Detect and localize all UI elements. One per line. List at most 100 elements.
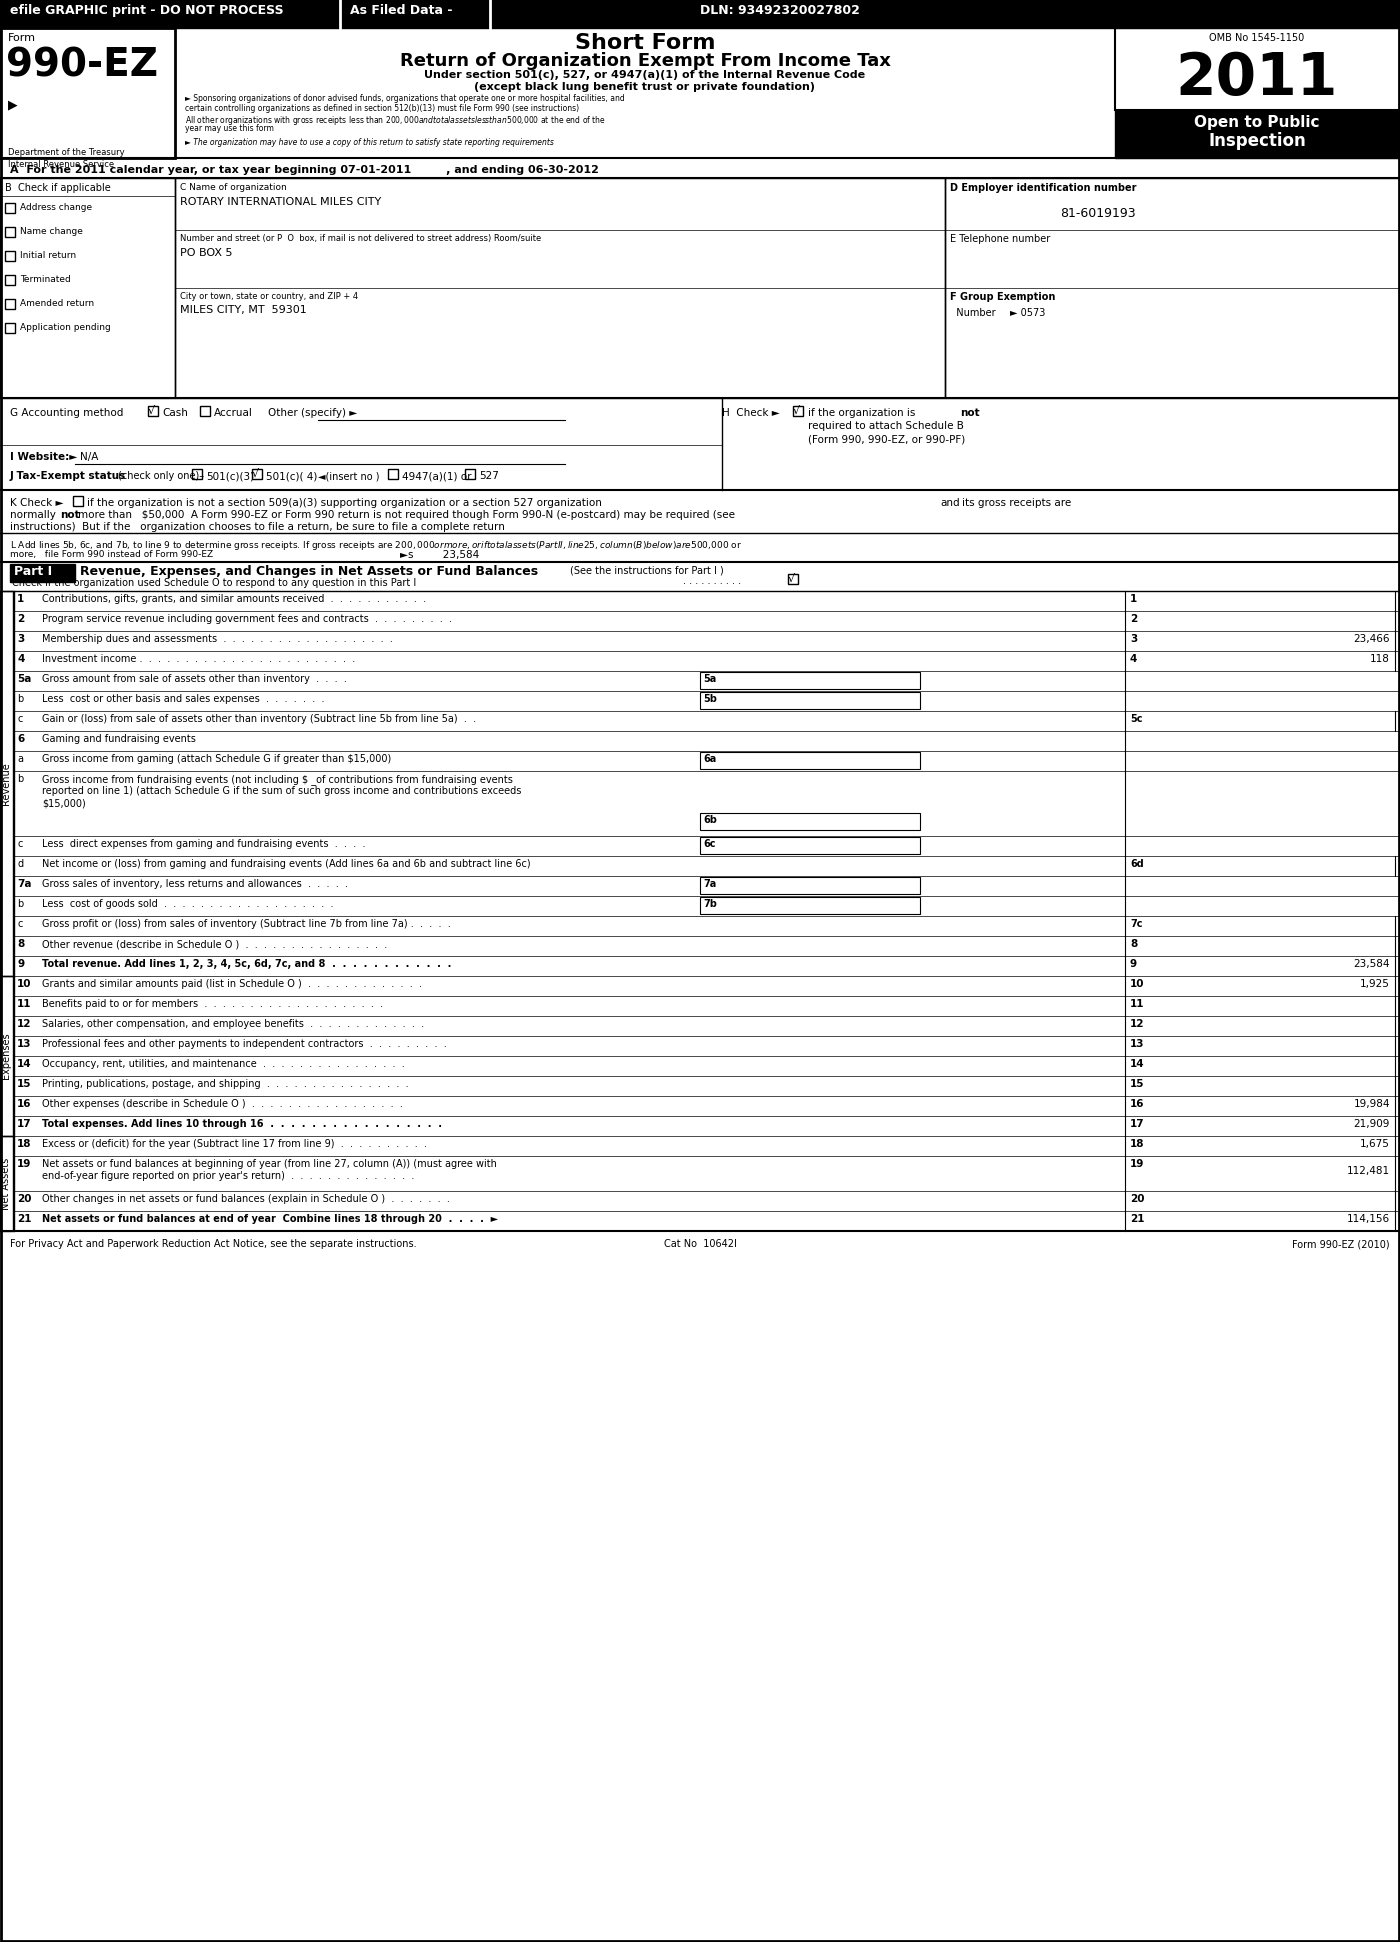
Text: 18: 18 (1130, 1140, 1145, 1150)
Text: Net income or (loss) from gaming and fundraising events (Add lines 6a and 6b and: Net income or (loss) from gaming and fun… (42, 858, 531, 868)
Text: 7c: 7c (1130, 919, 1142, 928)
Text: Other revenue (describe in Schedule O )  .  .  .  .  .  .  .  .  .  .  .  .  .  : Other revenue (describe in Schedule O ) … (42, 940, 388, 950)
Text: more,   file Form 990 instead of Form 990-EZ: more, file Form 990 instead of Form 990-… (10, 550, 213, 559)
Text: E Telephone number: E Telephone number (951, 233, 1050, 245)
Text: Form: Form (8, 33, 36, 43)
Bar (945, 179, 1400, 398)
Text: Open to Public: Open to Public (1194, 115, 1320, 130)
Text: C Name of organization: C Name of organization (181, 183, 287, 192)
Text: I Website:►: I Website:► (10, 452, 77, 462)
Bar (700, 897, 920, 915)
Bar (788, 575, 798, 585)
Text: its gross receipts are: its gross receipts are (962, 497, 1071, 509)
Bar (200, 406, 210, 416)
Text: ◄(insert no ): ◄(insert no ) (318, 472, 379, 482)
Bar (1114, 27, 1400, 111)
Text: 11: 11 (17, 998, 31, 1010)
Text: A  For the 2011 calendar year, or tax year beginning 07-01-2011         , and en: A For the 2011 calendar year, or tax yea… (10, 165, 599, 175)
Text: Other changes in net assets or fund balances (explain in Schedule O )  .  .  .  : Other changes in net assets or fund bala… (42, 1194, 449, 1204)
Bar (700, 878, 920, 893)
Text: Under section 501(c), 527, or 4947(a)(1) of the Internal Revenue Code: Under section 501(c), 527, or 4947(a)(1)… (424, 70, 865, 80)
Text: N/A: N/A (80, 452, 98, 462)
Text: L Add lines 5b, 6c, and 7b, to line 9 to determine gross receipts. If gross rece: L Add lines 5b, 6c, and 7b, to line 9 to… (10, 540, 742, 552)
Text: Contributions, gifts, grants, and similar amounts received  .  .  .  .  .  .  . : Contributions, gifts, grants, and simila… (42, 594, 426, 604)
Bar (0, 179, 175, 398)
Text: Net assets or fund balances at beginning of year (from line 27, column (A)) (mus: Net assets or fund balances at beginning… (42, 1159, 497, 1169)
Text: Other (specify) ►: Other (specify) ► (267, 408, 357, 418)
Text: 527: 527 (479, 472, 498, 482)
Text: Address change: Address change (20, 204, 92, 212)
Text: All other organizations with gross receipts less than $200,000 and total assets : All other organizations with gross recei… (185, 115, 606, 126)
Bar (700, 814, 920, 829)
Text: Check if the organization used Schedule O to respond to any question in this Par: Check if the organization used Schedule … (13, 579, 416, 588)
Text: Cat No  10642I: Cat No 10642I (664, 1239, 736, 1249)
Text: certain controlling organizations as defined in section 512(b)(13) must file For: certain controlling organizations as def… (185, 105, 580, 113)
Text: Gross amount from sale of assets other than inventory  .  .  .  .: Gross amount from sale of assets other t… (42, 674, 347, 684)
Text: 6a: 6a (703, 753, 717, 763)
Text: ▶: ▶ (8, 97, 18, 111)
Text: c: c (17, 919, 22, 928)
Bar (252, 470, 262, 480)
Text: 7a: 7a (703, 880, 717, 889)
Text: 6: 6 (17, 734, 24, 744)
Text: 5a: 5a (17, 674, 31, 684)
Text: 1,675: 1,675 (1361, 1140, 1390, 1150)
Bar (700, 691, 920, 709)
Text: 3: 3 (17, 633, 24, 645)
Text: Short Form: Short Form (575, 33, 715, 52)
Text: if the organization is: if the organization is (808, 408, 916, 418)
Text: 9: 9 (17, 959, 24, 969)
Bar (700, 672, 920, 689)
Text: (check only one)–: (check only one)– (118, 472, 204, 482)
Text: Program service revenue including government fees and contracts  .  .  .  .  .  : Program service revenue including govern… (42, 614, 452, 623)
Text: 5c: 5c (1130, 715, 1142, 724)
Text: $15,000): $15,000) (42, 798, 85, 808)
Text: 19: 19 (1130, 1159, 1144, 1169)
Text: 20: 20 (17, 1194, 31, 1204)
Text: if the organization is not a section 509(a)(3) supporting organization or a sect: if the organization is not a section 509… (87, 497, 602, 509)
Text: (Form 990, 990-EZ, or 990-PF): (Form 990, 990-EZ, or 990-PF) (808, 433, 965, 445)
Text: Excess or (deficit) for the year (Subtract line 17 from line 9)  .  .  .  .  .  : Excess or (deficit) for the year (Subtra… (42, 1140, 427, 1150)
Text: b: b (17, 899, 24, 909)
Text: 1,925: 1,925 (1361, 979, 1390, 988)
Text: H  Check ►: H Check ► (722, 408, 780, 418)
Text: Gross profit or (loss) from sales of inventory (Subtract line 7b from line 7a) .: Gross profit or (loss) from sales of inv… (42, 919, 451, 928)
Text: efile GRAPHIC print - DO NOT PROCESS: efile GRAPHIC print - DO NOT PROCESS (10, 4, 284, 17)
Text: Printing, publications, postage, and shipping  .  .  .  .  .  .  .  .  .  .  .  : Printing, publications, postage, and shi… (42, 1080, 409, 1089)
Text: Inspection: Inspection (1208, 132, 1306, 150)
Text: 5b: 5b (703, 693, 717, 705)
Text: DLN: 93492320027802: DLN: 93492320027802 (700, 4, 860, 17)
Text: 118: 118 (1371, 654, 1390, 664)
Text: 81-6019193: 81-6019193 (1060, 208, 1135, 219)
Text: b: b (17, 693, 24, 705)
Text: Return of Organization Exempt From Income Tax: Return of Organization Exempt From Incom… (399, 52, 890, 70)
Text: end-of-year figure reported on prior year's return)  .  .  .  .  .  .  .  .  .  : end-of-year figure reported on prior yea… (42, 1171, 414, 1181)
Text: Less  cost of goods sold  .  .  .  .  .  .  .  .  .  .  .  .  .  .  .  .  .  .  : Less cost of goods sold . . . . . . . . … (42, 899, 333, 909)
Text: instructions)  But if the   organization chooses to file a return, be sure to fi: instructions) But if the organization ch… (10, 522, 505, 532)
Text: Gain or (loss) from sale of assets other than inventory (Subtract line 5b from l: Gain or (loss) from sale of assets other… (42, 715, 476, 724)
Text: 9: 9 (1130, 959, 1137, 969)
Text: 13: 13 (17, 1039, 31, 1049)
Bar (0, 590, 13, 977)
Text: 7b: 7b (703, 899, 717, 909)
Text: normally: normally (10, 511, 56, 520)
Text: Gross income from fundraising events (not including $ _of contributions from fun: Gross income from fundraising events (no… (42, 775, 512, 785)
Text: K Check ►: K Check ► (10, 497, 63, 509)
Bar (175, 179, 945, 398)
Bar (1114, 111, 1400, 157)
Text: c: c (17, 839, 22, 849)
Text: 2: 2 (17, 614, 24, 623)
Text: (See the instructions for Part I ): (See the instructions for Part I ) (570, 565, 724, 575)
Text: F Group Exemption: F Group Exemption (951, 291, 1056, 303)
Bar (6, 204, 15, 214)
Text: 16: 16 (1130, 1099, 1145, 1109)
Text: J Tax-Exempt status: J Tax-Exempt status (10, 472, 126, 482)
Text: Total revenue. Add lines 1, 2, 3, 4, 5c, 6d, 7c, and 8  .  .  .  .  .  .  .  .  : Total revenue. Add lines 1, 2, 3, 4, 5c,… (42, 959, 451, 969)
Text: 13: 13 (1130, 1039, 1145, 1049)
Text: Gross income from gaming (attach Schedule G if greater than $15,000): Gross income from gaming (attach Schedul… (42, 753, 391, 763)
Bar (0, 1136, 13, 1231)
Bar (192, 470, 202, 480)
Text: Salaries, other compensation, and employee benefits  .  .  .  .  .  .  .  .  .  : Salaries, other compensation, and employ… (42, 1020, 424, 1029)
Text: 6b: 6b (703, 816, 717, 825)
Text: 2: 2 (1130, 614, 1137, 623)
